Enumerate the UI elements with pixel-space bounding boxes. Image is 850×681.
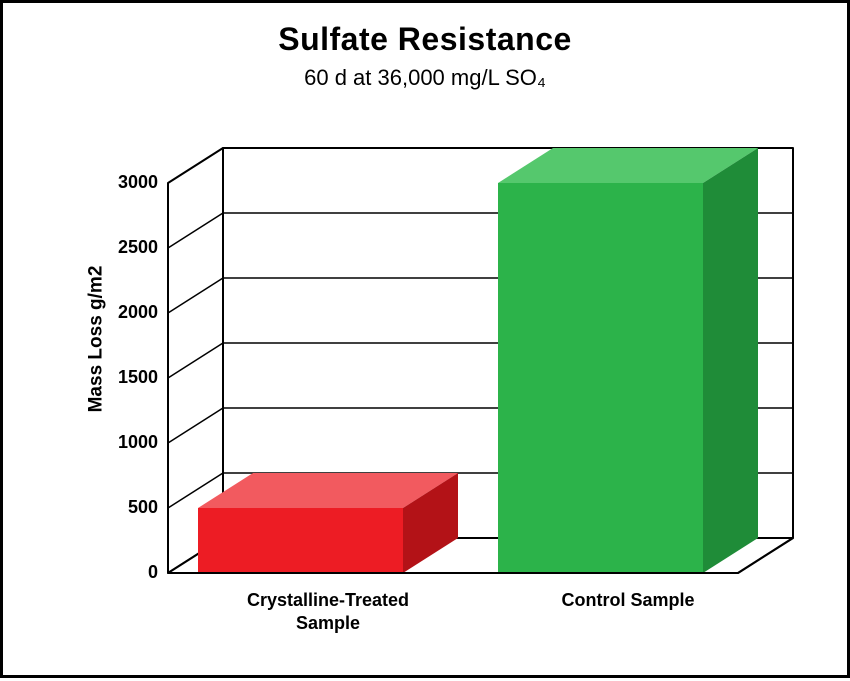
y-tick-label: 500 [98, 497, 158, 518]
y-tick-label: 2500 [98, 237, 158, 258]
y-tick-label: 0 [98, 562, 158, 583]
y-tick-label: 1500 [98, 367, 158, 388]
chart-frame: Sulfate Resistance 60 d at 36,000 mg/L S… [0, 0, 850, 678]
y-tick-label: 1000 [98, 432, 158, 453]
y-tick-label: 2000 [98, 302, 158, 323]
x-tick-label: Control Sample [498, 589, 758, 612]
y-tick-label: 3000 [98, 172, 158, 193]
x-tick-label: Crystalline-TreatedSample [198, 589, 458, 636]
